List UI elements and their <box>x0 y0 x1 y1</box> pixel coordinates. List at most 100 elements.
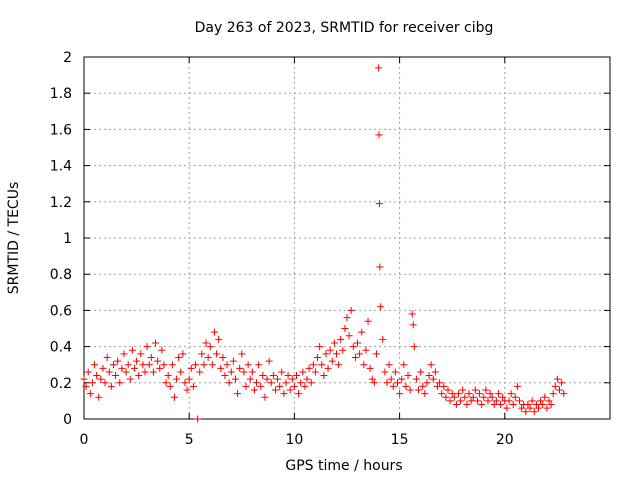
data-point <box>332 350 340 358</box>
data-point <box>307 379 315 387</box>
data-point <box>459 386 467 394</box>
y-tick-label: 1.4 <box>50 159 72 175</box>
data-point <box>177 368 185 376</box>
data-point <box>257 382 265 390</box>
data-point <box>263 375 271 383</box>
data-point <box>396 390 404 398</box>
data-point <box>490 401 498 409</box>
data-point <box>423 379 431 387</box>
data-point <box>221 372 229 380</box>
data-point <box>259 372 267 380</box>
data-point <box>164 372 172 380</box>
data-point <box>497 401 505 409</box>
data-point <box>419 382 427 390</box>
data-point <box>185 375 193 383</box>
data-point <box>227 368 235 376</box>
data-point <box>231 375 239 383</box>
data-point <box>558 379 566 387</box>
data-point <box>194 415 202 423</box>
data-point <box>478 401 486 409</box>
data-point <box>429 375 437 383</box>
data-point <box>486 390 494 398</box>
data-point <box>457 397 465 405</box>
data-point <box>261 393 269 401</box>
data-point <box>114 357 122 365</box>
data-point <box>560 390 568 398</box>
data-point <box>82 382 90 390</box>
data-point <box>206 343 214 351</box>
data-point <box>360 361 368 369</box>
y-tick-label: 0.6 <box>50 303 72 319</box>
data-point <box>299 368 307 376</box>
data-point <box>421 390 429 398</box>
data-point <box>324 364 332 372</box>
data-point <box>267 379 275 387</box>
data-point <box>433 382 441 390</box>
data-point <box>400 361 408 369</box>
data-point <box>93 372 101 380</box>
data-point <box>244 361 252 369</box>
data-point <box>412 375 420 383</box>
data-point <box>173 375 181 383</box>
data-point <box>442 393 450 401</box>
data-point <box>322 350 330 358</box>
data-point <box>463 401 471 409</box>
data-point <box>103 353 111 361</box>
data-point <box>370 379 378 387</box>
data-point <box>425 372 433 380</box>
data-point <box>375 131 383 139</box>
data-point <box>135 372 143 380</box>
data-point <box>168 361 176 369</box>
data-point <box>84 368 92 376</box>
data-point <box>375 200 383 208</box>
data-point <box>274 375 282 383</box>
data-point <box>112 372 120 380</box>
data-point <box>97 375 105 383</box>
data-point <box>120 350 128 358</box>
data-point <box>80 375 88 383</box>
y-tick-label: 1.6 <box>50 122 72 138</box>
data-point <box>440 382 448 390</box>
chart-title: Day 263 of 2023, SRMTID for receiver cib… <box>195 20 494 36</box>
data-point <box>356 350 364 358</box>
data-point <box>431 368 439 376</box>
data-point <box>448 390 456 398</box>
data-point <box>556 386 564 394</box>
data-point <box>326 346 334 354</box>
data-point <box>438 390 446 398</box>
data-point <box>128 346 136 354</box>
data-point <box>130 364 138 372</box>
data-point <box>328 357 336 365</box>
data-point <box>335 361 343 369</box>
data-point <box>107 382 115 390</box>
data-point <box>238 350 246 358</box>
data-point <box>309 361 317 369</box>
data-point <box>345 332 353 340</box>
data-point <box>284 372 292 380</box>
data-point <box>349 343 357 351</box>
data-point <box>170 393 178 401</box>
data-point <box>549 390 557 398</box>
data-point <box>242 382 250 390</box>
data-point <box>101 379 109 387</box>
data-point <box>225 379 233 387</box>
data-point <box>204 353 212 361</box>
data-point <box>511 393 519 401</box>
data-point <box>376 263 384 271</box>
grid <box>84 57 610 419</box>
data-point <box>265 357 273 365</box>
data-point <box>137 350 145 358</box>
data-point <box>282 379 290 387</box>
data-point <box>534 404 542 412</box>
data-point <box>537 397 545 405</box>
data-point <box>105 368 113 376</box>
data-point <box>461 393 469 401</box>
data-point <box>364 317 372 325</box>
data-point <box>436 379 444 387</box>
data-point <box>406 386 414 394</box>
data-point <box>553 375 561 383</box>
data-point <box>154 357 162 365</box>
data-point <box>494 390 502 398</box>
data-point <box>286 386 294 394</box>
